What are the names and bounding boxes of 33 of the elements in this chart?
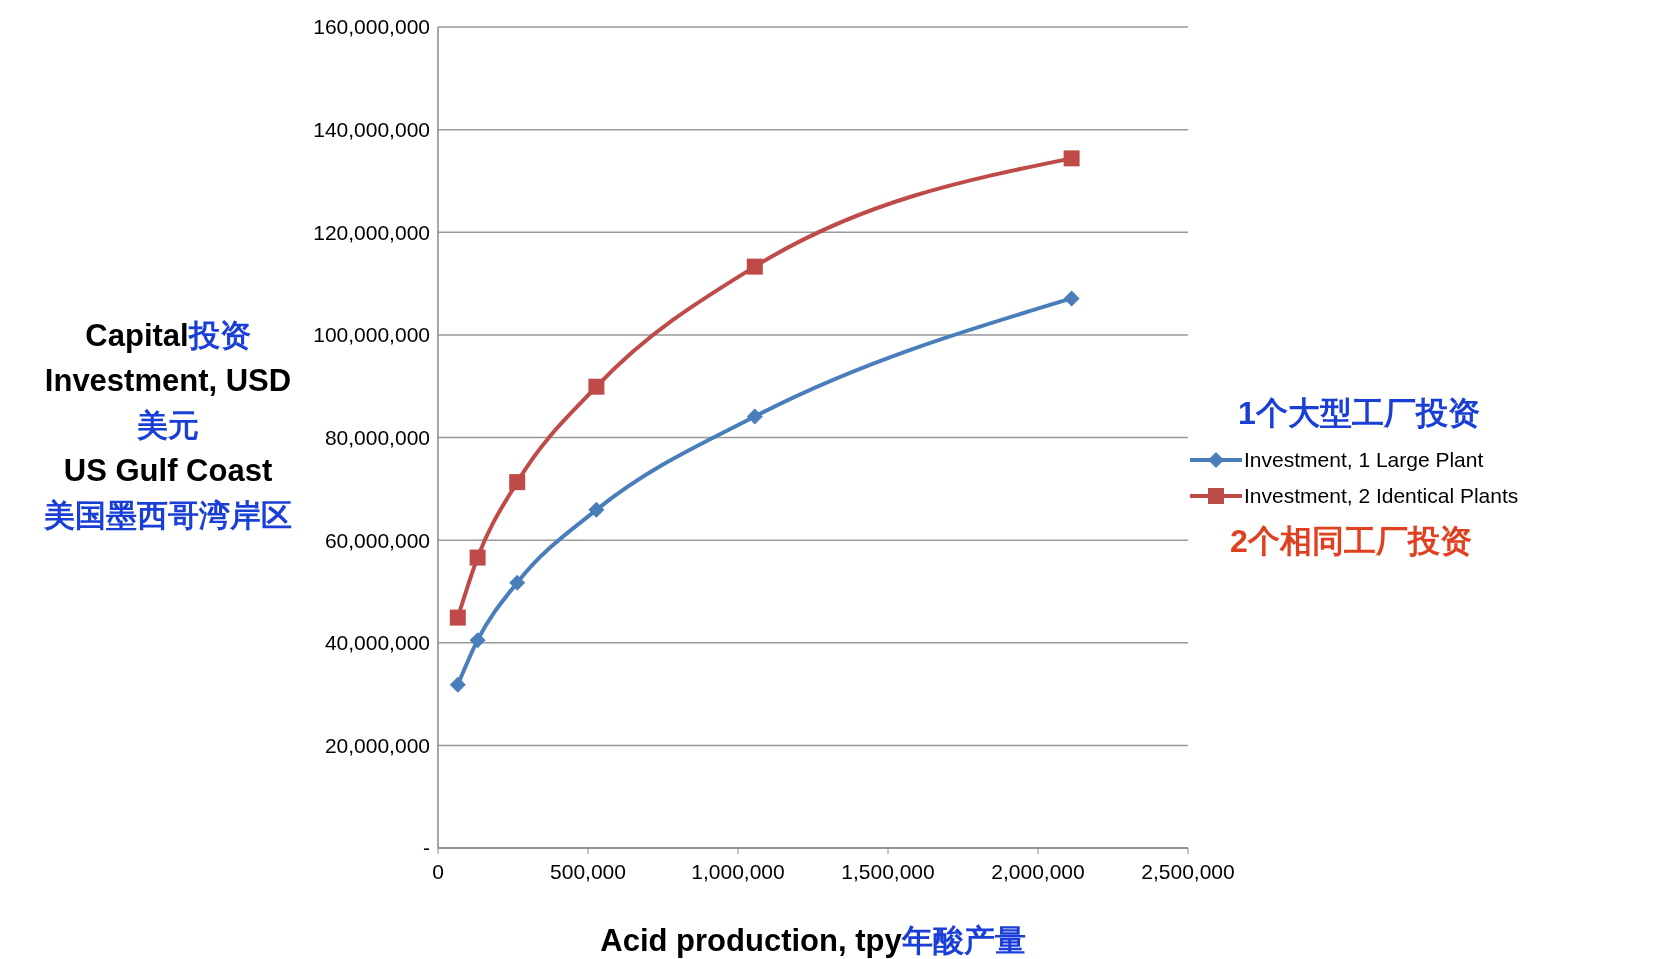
x-tick-label: 2,000,000 <box>991 859 1085 883</box>
y-tick-label: 100,000,000 <box>313 323 430 347</box>
x-tick-label: 1,000,000 <box>691 859 785 883</box>
y-tick-label: - <box>423 836 430 860</box>
point <box>469 549 486 566</box>
y-axis-title: Capital投资 Investment, USD 美元 US Gulf Coast 美国墨西哥湾岸区 <box>44 318 292 533</box>
y-tick-label: 80,000,000 <box>324 425 430 449</box>
y-tick-label: 120,000,000 <box>313 220 430 244</box>
x-axis-title: Acid production, tpy年酸产量 <box>600 923 1026 958</box>
point <box>449 676 466 693</box>
text: 2个相同工厂投资 <box>1230 522 1473 561</box>
text: 1个大型工厂投资 <box>1238 394 1481 433</box>
point <box>509 474 526 491</box>
point <box>746 408 763 425</box>
legend-label: Investment, 1 Large Plant <box>1244 448 1484 472</box>
point <box>746 258 763 275</box>
x-tick-label: 500,000 <box>550 859 626 883</box>
legend-label: Investment, 2 Identical Plants <box>1244 484 1519 508</box>
y-tick-label: 60,000,000 <box>324 528 430 552</box>
point <box>1063 290 1080 307</box>
y-tick-label: 40,000,000 <box>324 631 430 655</box>
x-tick-label: 2,500,000 <box>1141 859 1235 883</box>
point <box>588 378 605 395</box>
y-tick-label: 140,000,000 <box>313 118 430 142</box>
point <box>1063 150 1080 167</box>
x-tick-label: 1,500,000 <box>841 859 935 883</box>
point <box>588 501 605 518</box>
point <box>509 574 526 591</box>
point <box>449 609 466 626</box>
y-tick-label: 20,000,000 <box>324 733 430 757</box>
point <box>469 632 486 649</box>
x-tick-label: 0 <box>432 859 444 883</box>
y-tick-label: 160,000,000 <box>313 15 430 39</box>
